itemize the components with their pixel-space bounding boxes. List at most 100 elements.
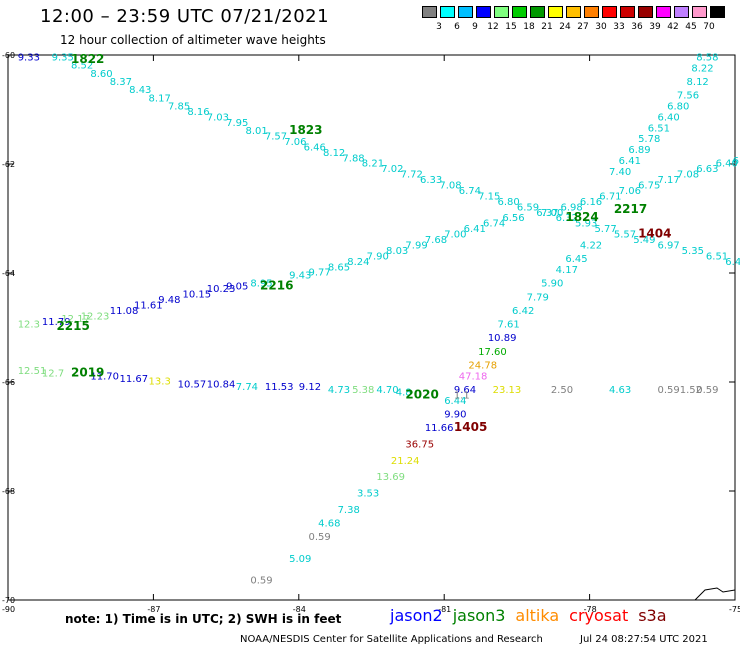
wave-height-label: 12.7 [42, 369, 64, 380]
wave-height-label: 6.75 [638, 181, 660, 192]
wave-height-label: 2.50 [551, 385, 573, 396]
color-swatch [566, 6, 581, 18]
lon-label: -87 [147, 605, 160, 614]
wave-height-label: 1.1 [454, 390, 470, 401]
wave-height-label: 23.13 [493, 385, 522, 396]
wave-height-label: 7.88 [342, 153, 364, 164]
wave-height-label: 8.24 [347, 257, 369, 268]
wave-height-label: 17.60 [478, 347, 507, 358]
wave-height-label: 4.22 [580, 240, 602, 251]
wave-height-label: 11.61 [134, 300, 163, 311]
credit-line: NOAA/NESDIS Center for Satellite Applica… [240, 634, 543, 645]
pass-time-label: 2216 [260, 278, 293, 292]
wave-height-label: 8.03 [386, 246, 408, 257]
wave-height-label: 8.65 [328, 262, 350, 273]
wave-height-label: 8.37 [110, 77, 132, 88]
wave-height-label: 12.51 [18, 366, 47, 377]
wave-height-label: 4.73 [328, 385, 350, 396]
color-swatch [638, 6, 653, 18]
pass-time-label: 1822 [71, 52, 104, 66]
wave-height-label: 11.79 [42, 317, 71, 328]
wave-height-label: 9.05 [226, 281, 248, 292]
wave-height-label: 6.74 [483, 219, 505, 230]
wave-height-label: 10.57 [178, 379, 207, 390]
wave-height-label: 7.56 [677, 91, 699, 102]
color-tick-label: 70 [703, 22, 715, 32]
wave-height-label: 8.16 [187, 107, 209, 118]
wave-height-label: 13.3 [149, 377, 171, 388]
wave-height-label: 6.71 [599, 191, 621, 202]
wave-height-label: 6.33 [420, 175, 442, 186]
wave-height-label: 5.77 [594, 224, 616, 235]
wave-height-label: 7.08 [439, 181, 461, 192]
wave-height-label: 24.78 [468, 360, 497, 371]
color-swatch [620, 6, 635, 18]
wave-height-label: 5.90 [541, 279, 563, 290]
pass-time-label: 1824 [565, 210, 598, 224]
pass-time-label: 1823 [289, 123, 322, 137]
wave-height-label: 11.53 [265, 382, 294, 393]
wave-height-label: 7.40 [609, 167, 631, 178]
wave-height-label: 6.80 [498, 197, 520, 208]
wave-height-label: 36.75 [405, 439, 434, 450]
wave-height-label: 8.12 [687, 77, 709, 88]
wave-height-label: 5.35 [682, 246, 704, 257]
wave-height-label: 9.90 [444, 409, 466, 420]
color-swatch [512, 6, 527, 18]
wave-height-label: 12.23 [81, 311, 110, 322]
wave-height-label: 7.90 [367, 251, 389, 262]
map-grid [7, 54, 736, 601]
color-tick-label: 39 [649, 22, 661, 32]
wave-height-label: 8.43 [129, 85, 151, 96]
wave-height-label: 6.42 [512, 306, 534, 317]
wave-height-label: 8.52 [71, 61, 93, 72]
color-swatch [548, 6, 563, 18]
legend-item-jason2: jason2 [390, 606, 443, 625]
wave-height-label: 8.58 [696, 52, 718, 63]
wave-height-label: 8.12 [323, 148, 345, 159]
wave-height-label: 47.18 [459, 371, 488, 382]
wave-height-label: 9.43 [289, 270, 311, 281]
lon-label: -75 [729, 605, 740, 614]
time-labels: 1822 1823 1824 2217 1404 2216 2215 2019 2020 1405 [56, 52, 671, 434]
wave-height-label: 6.37 [536, 208, 558, 219]
color-swatch [656, 6, 671, 18]
color-tick-label: 24 [559, 22, 571, 32]
wave-height-label: 6.41 [619, 156, 641, 167]
color-tick-label: 18 [523, 22, 535, 32]
wave-height-label: 6.32 [556, 213, 578, 224]
wave-height-label: 6.40 [657, 112, 679, 123]
wave-height-label: 7.61 [498, 320, 520, 331]
wave-height-label: 7.08 [677, 170, 699, 181]
wave-height-label: 7.00 [444, 230, 466, 241]
wave-height-label: 11.08 [110, 306, 139, 317]
color-tick-label: 12 [487, 22, 499, 32]
color-swatch [476, 6, 491, 18]
wave-height-label: 6.56 [502, 213, 524, 224]
lat-label: -62 [2, 160, 15, 169]
wave-height-label: 9.35 [52, 52, 74, 63]
wave-height-label: 7.74 [236, 382, 258, 393]
wave-height-label: 7.02 [381, 164, 403, 175]
wave-height-label: 7.03 [207, 112, 229, 123]
pass-time-label: 2020 [405, 387, 438, 401]
color-swatch [422, 6, 437, 18]
wave-height-label: 7.85 [168, 102, 190, 113]
wave-height-label: 7.99 [405, 240, 427, 251]
wave-height-label: 9.48 [158, 295, 180, 306]
color-tick-label: 42 [667, 22, 679, 32]
wave-height-label: 12.17 [61, 314, 90, 325]
wave-height-label: 5.09 [289, 554, 311, 565]
pass-time-label: 2215 [56, 319, 89, 333]
color-swatch [674, 6, 689, 18]
wave-height-label: 10.89 [488, 333, 517, 344]
color-tick-label: 30 [595, 22, 607, 32]
wave-height-label: 6.89 [628, 145, 650, 156]
color-tick-label: 3 [436, 22, 442, 32]
wave-height-label: 9.77 [308, 268, 330, 279]
wave-height-label: 7.06 [284, 137, 306, 148]
wave-height-label: 7.79 [527, 292, 549, 303]
color-tick-label: 6 [454, 22, 460, 32]
wave-height-label: 9.64 [454, 385, 476, 396]
